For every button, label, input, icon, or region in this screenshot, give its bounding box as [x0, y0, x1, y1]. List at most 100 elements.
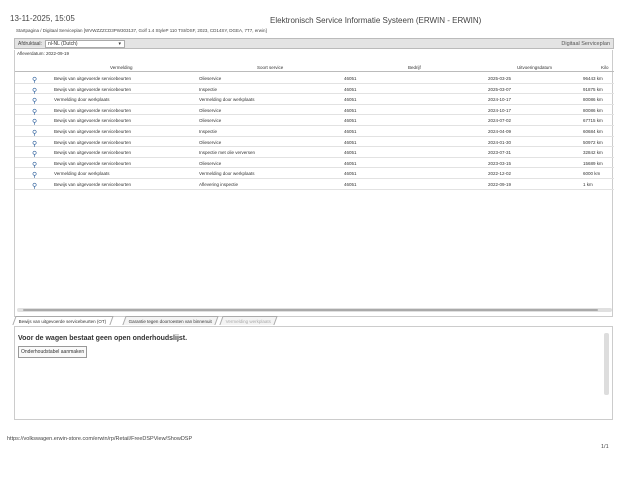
- cell-vermelding: Bewijs van uitgevoerde servicebeurten: [54, 86, 132, 92]
- cell-soort-service: Inspectie: [199, 129, 218, 134]
- cell-km: 91875 km: [583, 86, 603, 92]
- no-maintenance-list-message: Voor de wagen bestaat geen open onderhou…: [18, 335, 188, 342]
- table-row[interactable]: ⚲ Bewijs van uitgevoerde servicebeurten …: [15, 73, 614, 84]
- delivery-date: Afleverdatum: 2022-09-19: [17, 51, 70, 56]
- column-header-kilometerstand[interactable]: Kilo: [601, 65, 609, 70]
- cell-vermelding: Bewijs van uitgevoerde servicebeurten: [54, 129, 132, 134]
- cell-datum: 2023-07-31: [488, 150, 512, 156]
- cell-km: 80086 km: [583, 107, 603, 113]
- language-label: Afdruktaal:: [18, 41, 42, 47]
- horizontal-scrollbar[interactable]: [17, 308, 612, 312]
- magnifier-icon[interactable]: ⚲: [32, 119, 38, 127]
- cell-km: 60684 km: [583, 129, 603, 134]
- cell-soort-service: Olieservice: [199, 160, 222, 166]
- table-row[interactable]: ⚲ Bewijs van uitgevoerde servicebeurten …: [15, 179, 614, 190]
- cell-datum: 2024-07-02: [488, 118, 512, 124]
- table-row[interactable]: ⚲ Bewijs van uitgevoerde servicebeurten …: [15, 147, 614, 158]
- scrollbar-thumb[interactable]: [23, 309, 598, 311]
- tab-garantie[interactable]: Garantie tegen doorroesten van binnenuit: [122, 316, 219, 325]
- language-value: nl-NL (Dutch): [48, 41, 78, 47]
- magnifier-icon[interactable]: ⚲: [32, 77, 38, 84]
- magnifier-icon[interactable]: ⚲: [32, 108, 38, 116]
- cell-soort-service: Vermelding door werkplaats: [199, 171, 255, 177]
- cell-datum: 2024-01-30: [488, 139, 512, 145]
- create-maintenance-table-button[interactable]: Onderhoudstabel aanmaken: [18, 346, 88, 358]
- page-number: 1/1: [601, 444, 609, 450]
- cell-km: 80086 km: [583, 97, 603, 103]
- table-row[interactable]: ⚲ Bewijs van uitgevoerde servicebeurten …: [15, 105, 614, 116]
- table-row[interactable]: ⚲ Bewijs van uitgevoerde servicebeurten …: [15, 115, 614, 126]
- tab-label: Bewijs van uitgevoerde servicebeurten (O…: [18, 319, 107, 324]
- cell-vermelding: Bewijs van uitgevoerde servicebeurten: [54, 182, 132, 187]
- toolbar: Afdruktaal: nl-NL (Dutch) ▾ Digitaal Serv…: [14, 38, 614, 49]
- table-row[interactable]: ⚲ Bewijs van uitgevoerde servicebeurten …: [15, 137, 614, 148]
- cell-bedrijf: 46051: [344, 76, 357, 81]
- cell-km: 1 km: [583, 182, 593, 187]
- section-title: Digitaal Serviceplan: [561, 41, 610, 47]
- cell-km: 6000 km: [583, 171, 601, 177]
- tab-vermelding-werkplaats[interactable]: Vermelding werkplaats: [219, 316, 278, 325]
- cell-bedrijf: 46051: [344, 182, 357, 187]
- cell-vermelding: Vermelding door werkplaats: [54, 171, 110, 177]
- cell-vermelding: Vermelding door werkplaats: [54, 97, 110, 103]
- magnifier-icon[interactable]: ⚲: [32, 183, 38, 190]
- cell-bedrijf: 46051: [344, 129, 357, 134]
- cell-soort-service: Aflevering inspectie: [199, 182, 239, 187]
- cell-soort-service: Olieservice: [199, 118, 222, 124]
- magnifier-icon[interactable]: ⚲: [32, 87, 38, 95]
- cell-vermelding: Bewijs van uitgevoerde servicebeurten: [54, 118, 132, 124]
- cell-km: 15689 km: [583, 160, 603, 166]
- magnifier-icon[interactable]: ⚲: [32, 172, 38, 180]
- vertical-scrollbar[interactable]: [604, 333, 609, 395]
- cell-bedrijf: 46051: [344, 150, 357, 156]
- cell-soort-service: Inspectie: [199, 86, 218, 92]
- magnifier-icon[interactable]: ⚲: [32, 140, 38, 148]
- cell-bedrijf: 46051: [344, 139, 357, 145]
- cell-km: 50972 km: [583, 139, 603, 145]
- cell-soort-service: Olieservice: [199, 139, 222, 145]
- cell-datum: 2024-10-17: [488, 107, 512, 113]
- cell-bedrijf: 46051: [344, 118, 357, 124]
- tab-servicebeurten[interactable]: Bewijs van uitgevoerde servicebeurten (O…: [12, 316, 114, 325]
- magnifier-icon[interactable]: ⚲: [32, 151, 38, 159]
- column-header-soort-service[interactable]: Soort service: [257, 65, 284, 70]
- cell-km: 67715 km: [583, 118, 603, 124]
- cell-datum: 2022-09-19: [488, 182, 512, 187]
- cell-soort-service: Vermelding door werkplaats: [199, 97, 255, 103]
- cell-datum: 2022-12-02: [488, 171, 512, 177]
- cell-bedrijf: 46051: [344, 86, 357, 92]
- column-header-uitvoeringsdatum[interactable]: Uitvoeringsdatum: [517, 65, 553, 70]
- magnifier-icon[interactable]: ⚲: [32, 130, 38, 137]
- table-row[interactable]: ⚲ Vermelding door werkplaats Vermelding …: [15, 168, 614, 179]
- cell-soort-service: Olieservice: [199, 107, 222, 113]
- column-header-vermelding[interactable]: Vermelding: [110, 65, 133, 70]
- service-table-panel: Afleverdatum: 2022-09-19 Vermelding Soor…: [14, 50, 614, 317]
- cell-bedrijf: 46051: [344, 171, 357, 177]
- page-title: Elektronisch Service Informatie Systeem …: [270, 16, 482, 25]
- tab-label: Garantie tegen doorroesten van binnenuit: [128, 319, 212, 324]
- magnifier-icon[interactable]: ⚲: [32, 98, 38, 106]
- cell-bedrijf: 46051: [344, 160, 357, 166]
- cell-vermelding: Bewijs van uitgevoerde servicebeurten: [54, 150, 132, 156]
- cell-km: 32842 km: [583, 150, 603, 156]
- table-row[interactable]: ⚲ Bewijs van uitgevoerde servicebeurten …: [15, 158, 614, 169]
- chevron-down-icon: ▾: [118, 41, 121, 47]
- cell-soort-service: Olieservice: [199, 76, 222, 81]
- table-row[interactable]: ⚲ Vermelding door werkplaats Vermelding …: [15, 94, 614, 105]
- cell-vermelding: Bewijs van uitgevoerde servicebeurten: [54, 76, 132, 81]
- page-url: https://volkswagen.erwin-store.com/erwin…: [7, 436, 193, 442]
- cell-datum: 2025-03-25: [488, 76, 512, 81]
- column-header-bedrijf[interactable]: Bedrijf: [408, 65, 421, 70]
- cell-vermelding: Bewijs van uitgevoerde servicebeurten: [54, 139, 132, 145]
- table-row[interactable]: ⚲ Bewijs van uitgevoerde servicebeurten …: [15, 84, 614, 95]
- print-datetime: 13-11-2025, 15:05: [10, 14, 75, 23]
- cell-vermelding: Bewijs van uitgevoerde servicebeurten: [54, 160, 132, 166]
- table-row[interactable]: ⚲ Bewijs van uitgevoerde servicebeurten …: [15, 126, 614, 137]
- cell-datum: 2024-04-09: [488, 129, 512, 134]
- cell-datum: 2024-10-17: [488, 97, 512, 103]
- magnifier-icon[interactable]: ⚲: [32, 161, 38, 169]
- language-select[interactable]: nl-NL (Dutch) ▾: [45, 40, 125, 48]
- cell-datum: 2025-03-07: [488, 86, 512, 92]
- cell-bedrijf: 46051: [344, 97, 357, 103]
- breadcrumb[interactable]: Startpagina / Digitaal Serviceplan [WVWZ…: [16, 28, 267, 33]
